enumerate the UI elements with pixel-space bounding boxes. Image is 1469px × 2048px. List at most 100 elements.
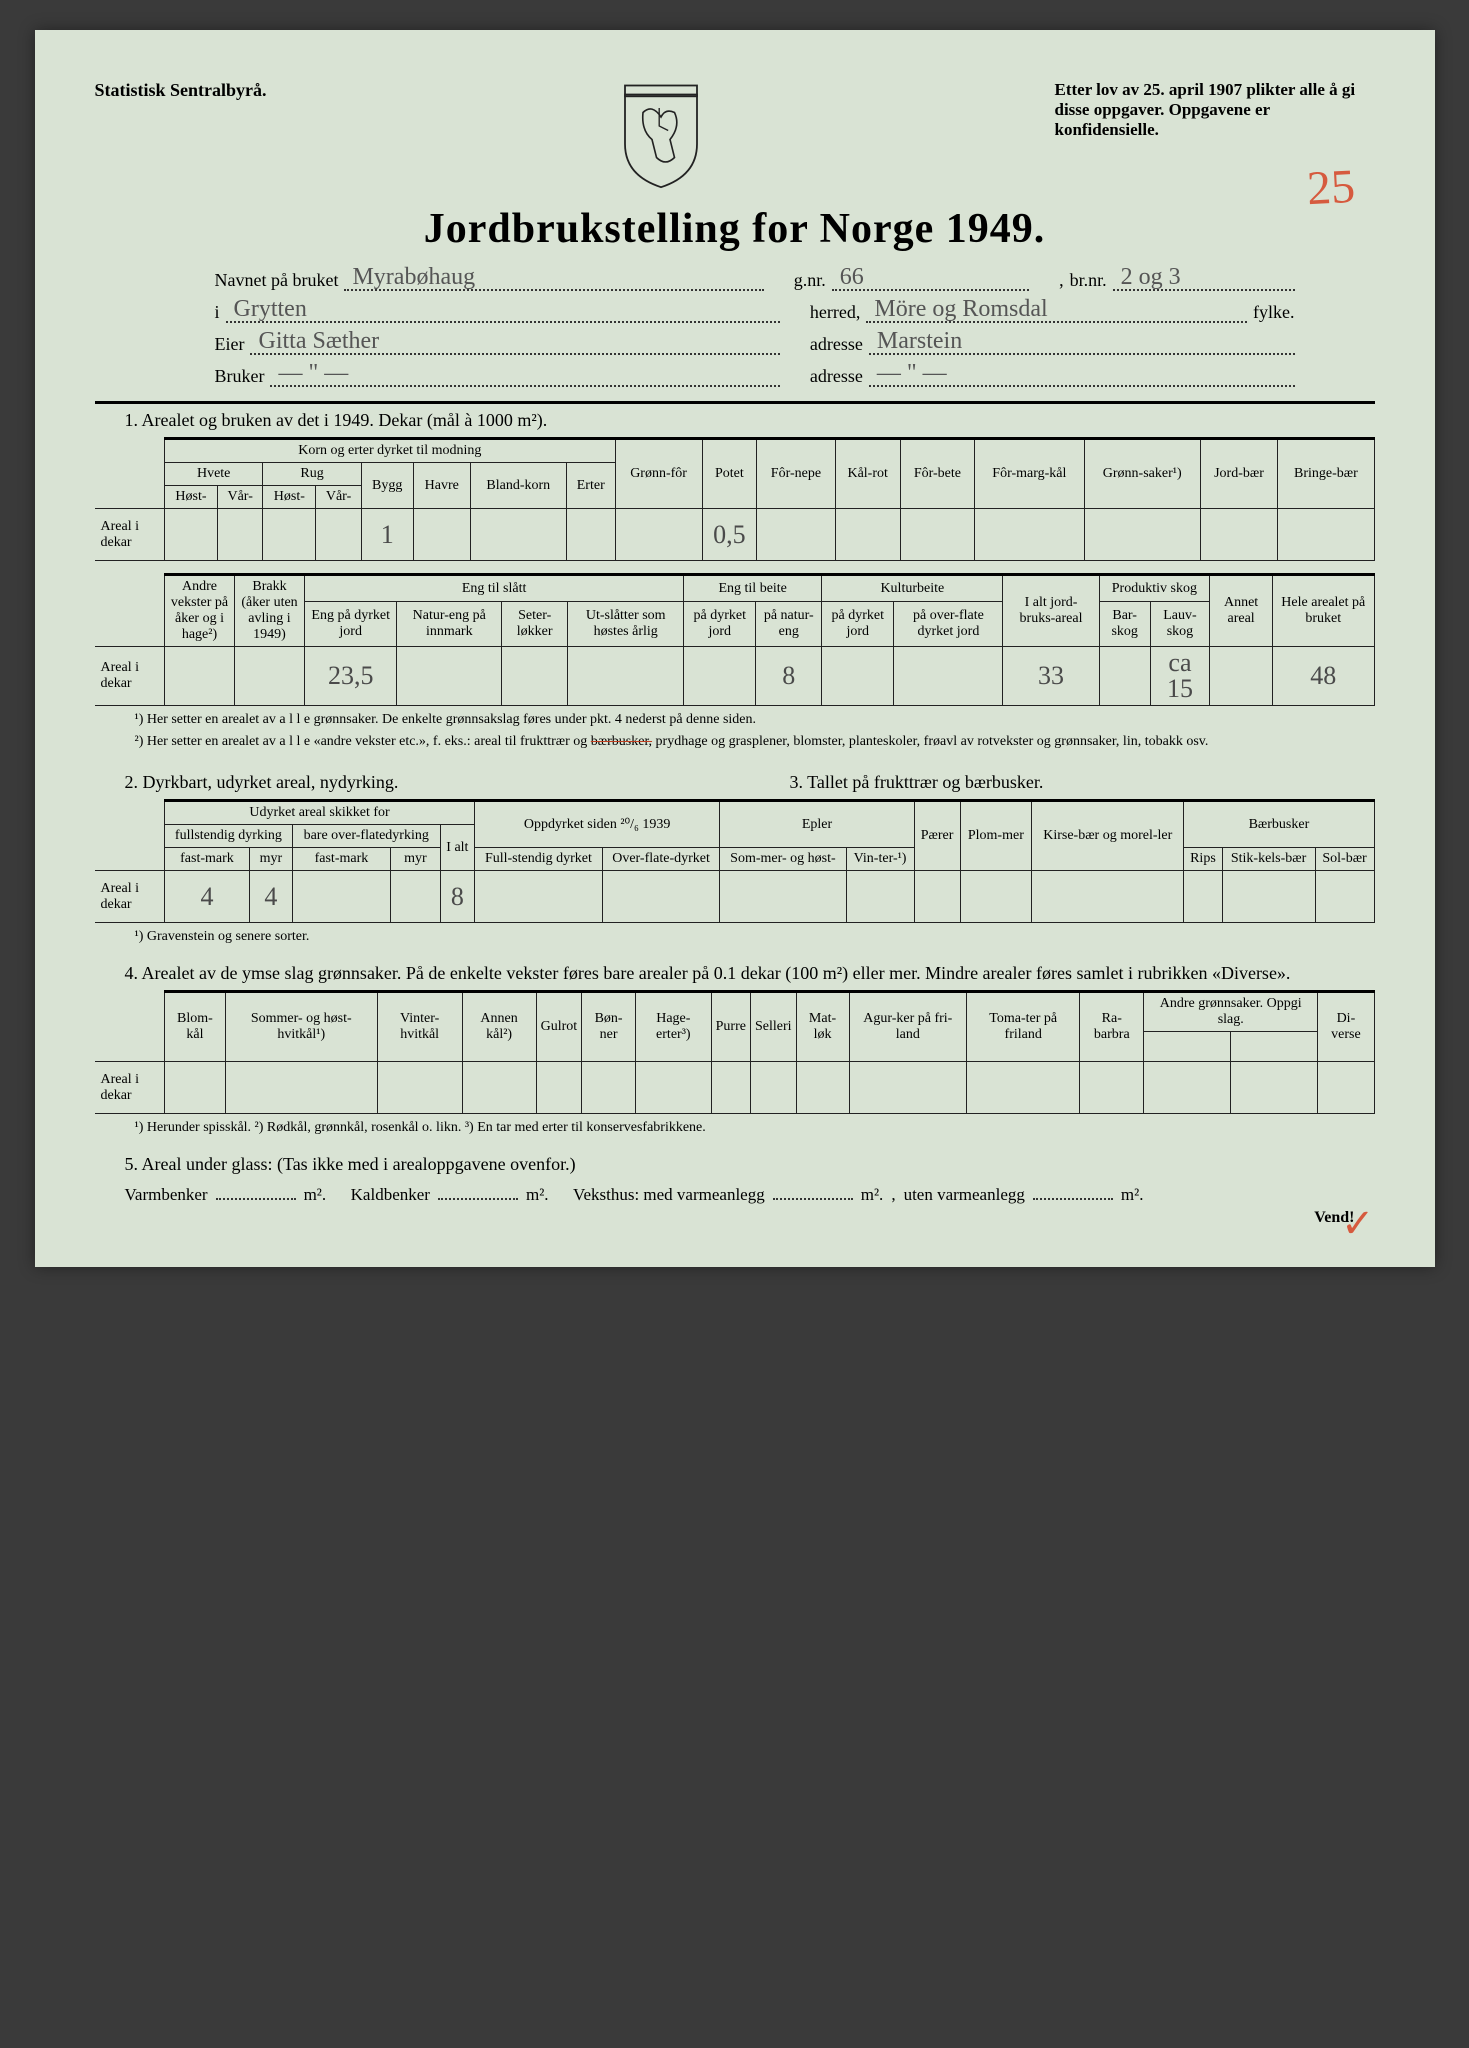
h-engbeite: Eng til beite bbox=[684, 575, 822, 602]
h-fulldyrket: Full-stendig dyrket bbox=[475, 848, 603, 871]
h-padyrket: på dyrket jord bbox=[684, 602, 756, 647]
h-rug: Rug bbox=[263, 463, 361, 486]
h-bringebar: Bringe-bær bbox=[1278, 439, 1374, 509]
h-hele: Hele arealet på bruket bbox=[1273, 575, 1374, 647]
val-ialt: 33 bbox=[1003, 647, 1099, 706]
h-bygg: Bygg bbox=[361, 463, 413, 509]
h-gronnsaker: Grønn-saker¹) bbox=[1084, 439, 1200, 509]
val-adresse: Marstein bbox=[869, 329, 1295, 355]
val-myr: 4 bbox=[249, 871, 292, 923]
val-fylke: Möre og Romsdal bbox=[866, 297, 1247, 323]
section2-head: 2. Dyrkbart, udyrket areal, nydyrking. bbox=[95, 772, 710, 793]
h-diverse: Di-verse bbox=[1318, 992, 1374, 1062]
footnote-4: ¹) Herunder spisskål. ²) Rødkål, grønnkå… bbox=[135, 1120, 1375, 1136]
red-checkmark: ✓ bbox=[1341, 1200, 1375, 1247]
h-udyrket: Udyrket areal skikket for bbox=[165, 801, 475, 825]
label-eier: Eier bbox=[215, 334, 245, 355]
h-forbete: Fôr-bete bbox=[900, 439, 974, 509]
h-vinter: Vin-ter-¹) bbox=[846, 848, 914, 871]
h-rabarbra: Ra-barbra bbox=[1080, 992, 1144, 1062]
h-matlok: Mat-løk bbox=[796, 992, 849, 1062]
label-gnr: g.nr. bbox=[794, 270, 826, 291]
section3-head: 3. Tallet på frukttrær og bærbusker. bbox=[760, 772, 1375, 793]
h-kalrot: Kål-rot bbox=[835, 439, 900, 509]
h-utslatter: Ut-slåtter som høstes årlig bbox=[568, 602, 684, 647]
h-gronnfor: Grønn-fôr bbox=[615, 439, 702, 509]
h-padyrket2: på dyrket jord bbox=[822, 602, 894, 647]
h-fornepe: Fôr-nepe bbox=[757, 439, 835, 509]
section4-head: 4. Arealet av de ymse slag grønnsaker. P… bbox=[95, 963, 1375, 984]
h-fast1: fast-mark bbox=[165, 848, 250, 871]
section1-head: 1. Arealet og bruken av det i 1949. Deka… bbox=[95, 401, 1375, 431]
rowlabel-1a: Areal i dekar bbox=[95, 509, 165, 561]
val-fast: 4 bbox=[165, 871, 250, 923]
h-sommerhvit: Sommer- og høst-hvitkål¹) bbox=[225, 992, 377, 1062]
h-erter: Erter bbox=[566, 463, 615, 509]
h-lauvskog: Lauv-skog bbox=[1150, 602, 1209, 647]
h-annenkal: Annen kål²) bbox=[462, 992, 536, 1062]
label-navnet: Navnet på bruket bbox=[215, 270, 339, 291]
h-var1: Vår- bbox=[217, 486, 262, 509]
h-natureng: Natur-eng på innmark bbox=[397, 602, 502, 647]
h-potet: Potet bbox=[702, 439, 757, 509]
h-paoverflate: på over-flate dyrket jord bbox=[894, 602, 1003, 647]
val-ialt2: 8 bbox=[440, 871, 474, 923]
h-korn: Korn og erter dyrket til modning bbox=[165, 439, 616, 463]
h-engdyrket: Eng på dyrket jord bbox=[305, 602, 397, 647]
h-seter: Seter-løkker bbox=[502, 602, 568, 647]
h-rips: Rips bbox=[1184, 848, 1222, 871]
org-name: Statistisk Sentralbyrå. bbox=[95, 80, 267, 101]
label-i: i bbox=[215, 302, 220, 323]
h-kirse: Kirse-bær og morel-ler bbox=[1032, 801, 1184, 871]
h-engslatt: Eng til slått bbox=[305, 575, 684, 602]
h-host2: Høst- bbox=[263, 486, 316, 509]
val-hele: 48 bbox=[1273, 647, 1374, 706]
h-formargkal: Fôr-marg-kål bbox=[974, 439, 1084, 509]
law-notice: Etter lov av 25. april 1907 plikter alle… bbox=[1054, 80, 1374, 140]
label-herred: herred, bbox=[810, 302, 860, 323]
h-solbar: Sol-bær bbox=[1315, 848, 1374, 871]
h-havre: Havre bbox=[413, 463, 470, 509]
h-var2: Vår- bbox=[316, 486, 361, 509]
label-bruker: Bruker bbox=[215, 366, 265, 387]
label-brnr: br.nr. bbox=[1070, 270, 1107, 291]
section5-fields: Varmbenkerm². Kaldbenkerm². Veksthus: me… bbox=[125, 1185, 1375, 1205]
label-adresse: adresse bbox=[810, 334, 863, 355]
val-beite: 8 bbox=[756, 647, 822, 706]
val-potet: 0,5 bbox=[702, 509, 757, 561]
h-ialt2: I alt bbox=[440, 825, 474, 871]
val-eng: 23,5 bbox=[305, 647, 397, 706]
h-gulrot: Gulrot bbox=[536, 992, 582, 1062]
h-vinterhvit: Vinter-hvitkål bbox=[377, 992, 462, 1062]
table-1b: Andre vekster på åker og i hage²) Brakk … bbox=[95, 573, 1375, 706]
val-eier: Gitta Sæther bbox=[250, 329, 779, 355]
page-number-handwritten: 25 bbox=[1305, 159, 1356, 216]
label-fylke: fylke. bbox=[1253, 302, 1294, 323]
rowlabel-4: Areal i dekar bbox=[95, 1062, 165, 1114]
h-selleri: Selleri bbox=[750, 992, 796, 1062]
val-i: Grytten bbox=[226, 297, 780, 323]
label-adresse2: adresse bbox=[810, 366, 863, 387]
h-blomkal: Blom-kål bbox=[165, 992, 226, 1062]
val-brnr: 2 og 3 bbox=[1113, 265, 1295, 291]
h-plommer: Plom-mer bbox=[960, 801, 1032, 871]
h-fullstendig: fullstendig dyrking bbox=[165, 825, 293, 848]
h-barskog: Bar-skog bbox=[1099, 602, 1150, 647]
h-myr2: myr bbox=[391, 848, 441, 871]
h-jordbar: Jord-bær bbox=[1200, 439, 1278, 509]
coat-of-arms bbox=[616, 80, 706, 190]
main-title: Jordbrukstelling for Norge 1949. bbox=[95, 205, 1375, 253]
h-panatureng: på natur-eng bbox=[756, 602, 822, 647]
val-adresse2: — " — bbox=[869, 361, 1295, 387]
h-annet: Annet areal bbox=[1210, 575, 1273, 647]
h-blandkorn: Bland-korn bbox=[470, 463, 566, 509]
footnote-3: ¹) Gravenstein og senere sorter. bbox=[135, 929, 1375, 945]
h-ialt: I alt jord-bruks-areal bbox=[1003, 575, 1099, 647]
h-brakk: Brakk (åker uten avling i 1949) bbox=[235, 575, 305, 647]
footnote-2: ²) Her setter en arealet av a l l e «and… bbox=[135, 734, 1375, 750]
h-tomater: Toma-ter på friland bbox=[967, 992, 1080, 1062]
h-prodskog: Produktiv skog bbox=[1099, 575, 1210, 602]
table-1a: Korn og erter dyrket til modning Grønn-f… bbox=[95, 437, 1375, 561]
h-barbusker: Bærbusker bbox=[1184, 801, 1374, 848]
h-andre: Andre vekster på åker og i hage²) bbox=[165, 575, 235, 647]
